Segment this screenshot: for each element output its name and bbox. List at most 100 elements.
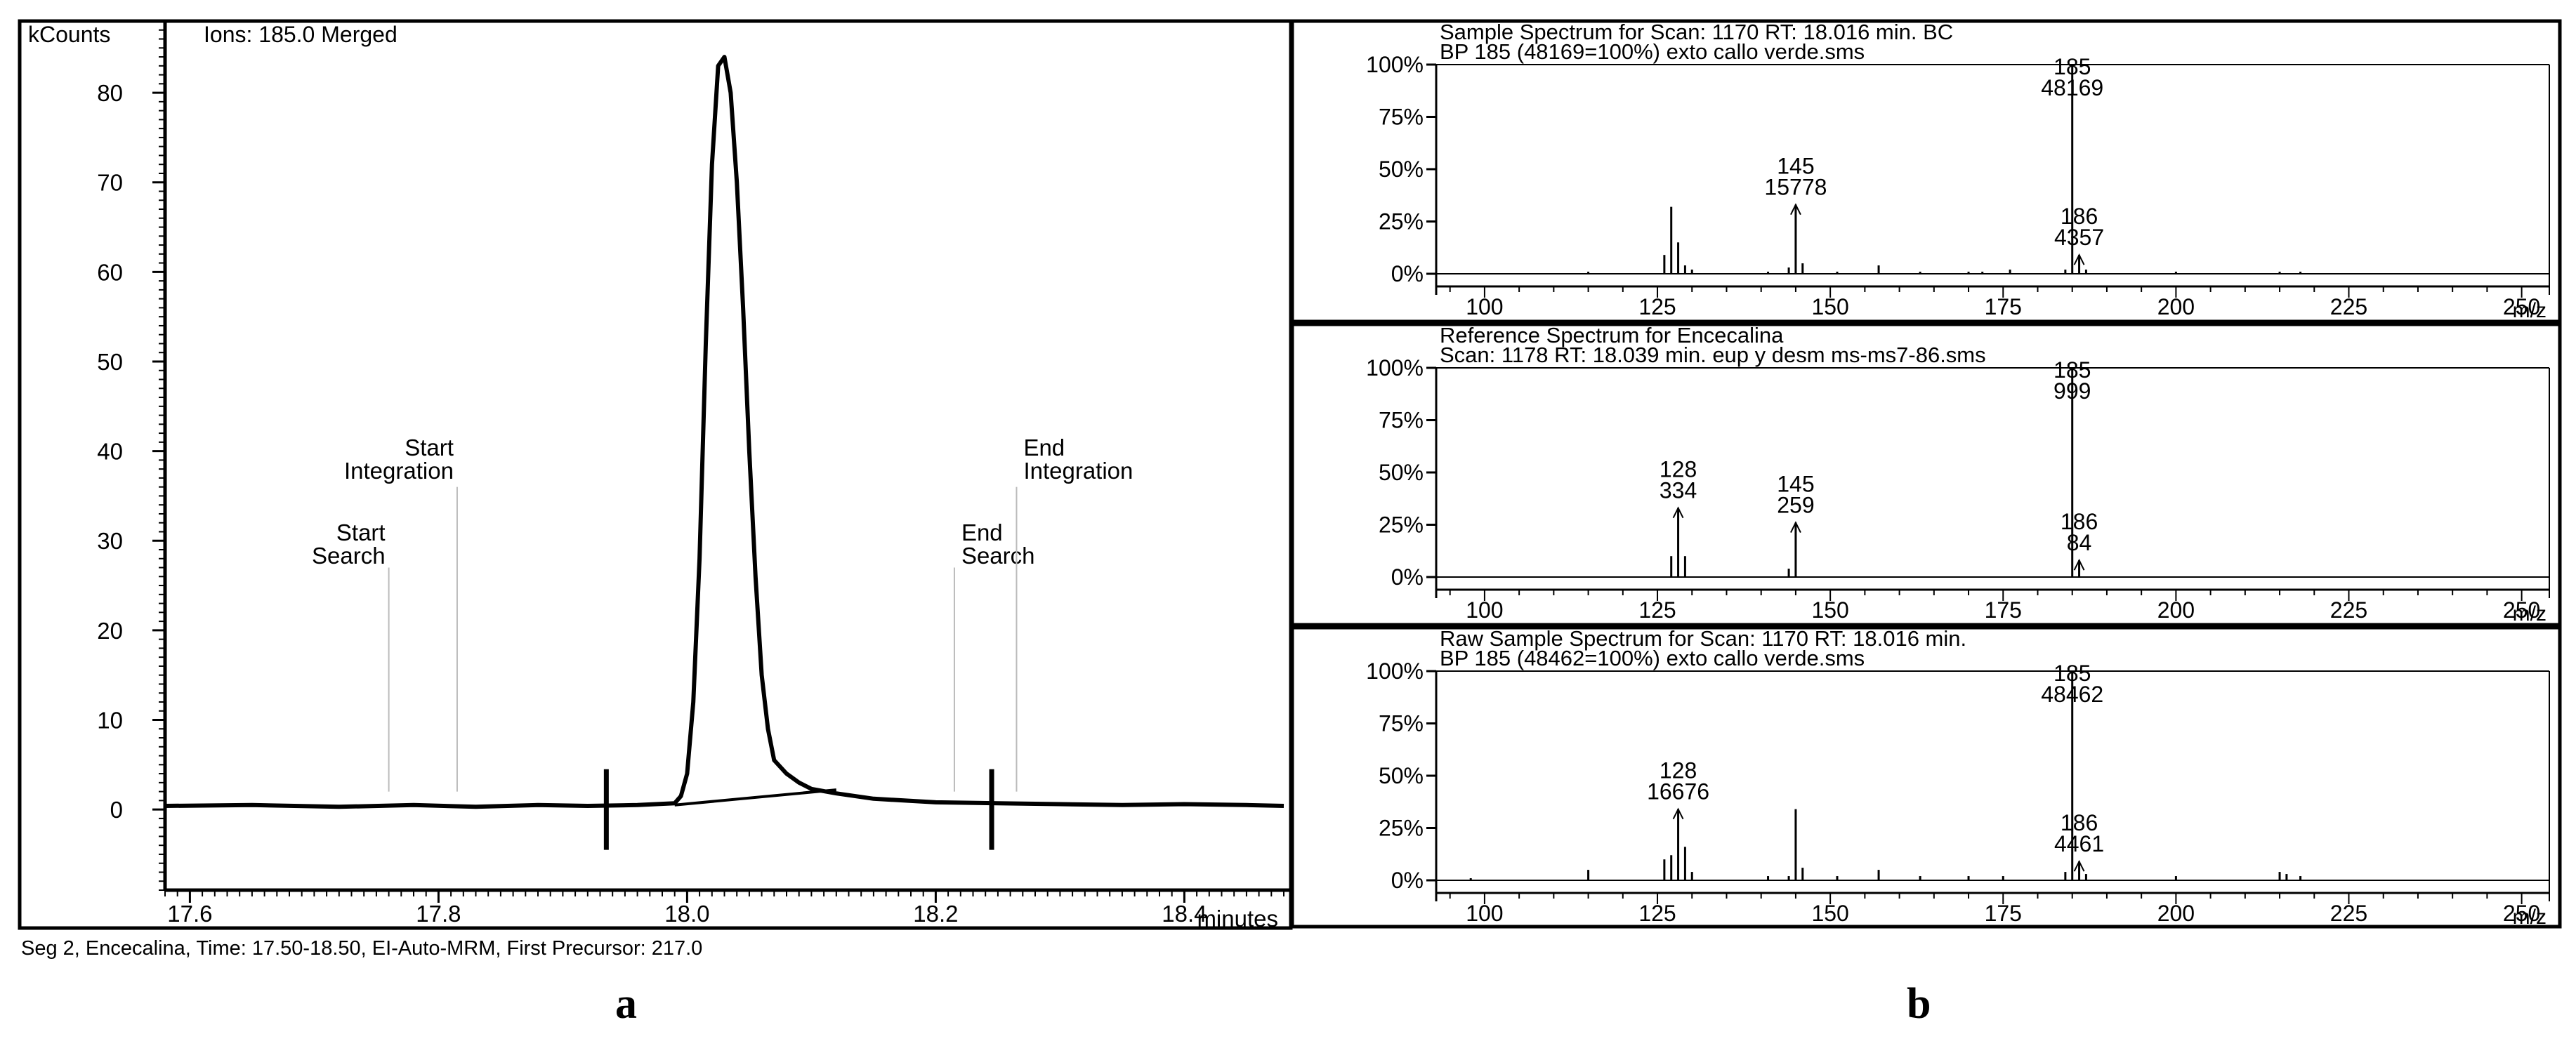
spectra-panel: Sample Spectrum for Scan: 1170 RT: 18.01… <box>1290 19 2562 929</box>
peak-mz-label: 128 <box>1660 758 1697 783</box>
x-tick-label: 175 <box>1985 901 2022 926</box>
x-axis-title: m/z <box>2513 602 2547 625</box>
event-marker-label: Integration <box>1023 458 1133 484</box>
peak-abundance-label: 48169 <box>2041 75 2103 100</box>
y-tick-label: 25% <box>1379 816 1424 841</box>
peak-arrow <box>1672 807 1684 820</box>
peak-mz-label: 185 <box>2053 54 2091 79</box>
peak-arrow <box>1790 203 1801 216</box>
peak-abundance-label: 999 <box>2053 378 2091 404</box>
x-tick-label: 200 <box>2157 901 2195 926</box>
x-tick-label: 100 <box>1466 901 1503 926</box>
x-tick-label: 18.4 <box>1162 901 1207 927</box>
y-tick-label: 80 <box>97 80 123 106</box>
peak-abundance-label: 334 <box>1660 478 1697 503</box>
y-tick-label: 50% <box>1379 763 1424 788</box>
y-tick-label: 100% <box>1366 52 1424 77</box>
y-tick-label: 75% <box>1379 105 1424 130</box>
y-tick-label: 50% <box>1379 157 1424 182</box>
x-tick-label: 17.8 <box>416 901 461 927</box>
peak-abundance-label: 4357 <box>2054 225 2104 250</box>
event-marker-label: End <box>961 519 1003 545</box>
event-marker-label: Search <box>312 543 386 569</box>
y-tick-label: 0% <box>1391 564 1424 590</box>
x-tick-label: 18.0 <box>664 901 709 927</box>
peak-abundance-label: 16676 <box>1647 779 1709 804</box>
peak-mz-label: 186 <box>2061 509 2098 534</box>
spectrum-subtitle: BP 185 (48169=100%) exto callo verde.sms <box>1440 39 1865 64</box>
event-marker-label: End <box>1023 435 1065 461</box>
x-tick-label: 100 <box>1466 597 1503 623</box>
spectrum-title: Raw Sample Spectrum for Scan: 1170 RT: 1… <box>1440 626 1966 651</box>
y-tick-label: 0% <box>1391 261 1424 286</box>
y-tick-label: 75% <box>1379 711 1424 736</box>
peak-mz-label: 186 <box>2061 810 2098 835</box>
peak-mz-label: 185 <box>2053 357 2091 383</box>
peak-abundance-label: 259 <box>1777 493 1814 518</box>
y-axis-title: kCounts <box>28 22 110 47</box>
peak-arrow <box>1790 521 1801 533</box>
x-tick-label: 150 <box>1811 294 1848 319</box>
x-tick-label: 150 <box>1811 597 1848 623</box>
x-tick-label: 250 <box>2503 597 2540 623</box>
x-tick-label: 225 <box>2330 294 2367 319</box>
x-tick-label: 125 <box>1638 597 1676 623</box>
x-tick-label: 200 <box>2157 294 2195 319</box>
x-tick-label: 200 <box>2157 597 2195 623</box>
event-marker-label: Start <box>405 435 454 461</box>
spectrum-plot: Sample Spectrum for Scan: 1170 RT: 18.01… <box>1290 19 2562 324</box>
x-tick-label: 225 <box>2330 901 2367 926</box>
x-tick-label: 100 <box>1466 294 1503 319</box>
y-tick-label: 50 <box>97 349 123 375</box>
chart-title: Ions: 185.0 Merged <box>204 22 397 47</box>
peak-abundance-label: 4461 <box>2054 831 2104 856</box>
peak-baseline <box>674 788 836 807</box>
y-tick-label: 25% <box>1379 209 1424 234</box>
y-tick-label: 10 <box>97 708 123 734</box>
peak-abundance-label: 48462 <box>2041 682 2103 707</box>
spectrum-frame <box>1290 19 2562 324</box>
y-tick-label: 100% <box>1366 658 1424 684</box>
spectrum-title: Reference Spectrum for Encecalina <box>1440 323 1784 347</box>
y-tick-label: 100% <box>1366 355 1424 380</box>
peak-abundance-label: 84 <box>2067 530 2092 555</box>
peak-mz-label: 145 <box>1777 154 1814 179</box>
x-tick-label: 17.6 <box>167 901 212 927</box>
panel-label-a: a <box>615 980 637 1028</box>
y-tick-label: 20 <box>97 618 123 644</box>
y-tick-label: 60 <box>97 259 123 285</box>
x-axis-title: m/z <box>2513 299 2547 322</box>
event-marker-label: Start <box>336 519 386 545</box>
spectrum-frame <box>1290 322 2562 627</box>
event-marker-label: Search <box>961 543 1035 569</box>
x-tick-label: 175 <box>1985 294 2022 319</box>
panel-label-b: b <box>1907 980 1931 1028</box>
x-tick-label: 150 <box>1811 901 1848 926</box>
spectrum-title: Sample Spectrum for Scan: 1170 RT: 18.01… <box>1440 20 1953 44</box>
chromatogram-trace <box>164 55 1284 809</box>
y-tick-label: 70 <box>97 170 123 196</box>
peak-mz-label: 128 <box>1660 457 1697 482</box>
footer-caption: Seg 2, Encecalina, Time: 17.50-18.50, EI… <box>21 937 703 960</box>
peak-arrow <box>2073 859 2085 872</box>
chromatogram-panel: 0 10 20 30 40 50 60 70 80 17.6 17.8 18.0 18.2 18.4 kCo… <box>18 19 1293 932</box>
event-marker-label: Integration <box>344 458 454 484</box>
x-tick-label: 125 <box>1638 294 1676 319</box>
x-tick-label: 18.2 <box>913 901 958 927</box>
x-tick-label: 125 <box>1638 901 1676 926</box>
peak-mz-label: 186 <box>2061 204 2098 229</box>
y-tick-label: 75% <box>1379 408 1424 433</box>
peak-arrow <box>2073 253 2085 265</box>
y-tick-label: 25% <box>1379 512 1424 538</box>
spectrum-plot: Raw Sample Spectrum for Scan: 1170 RT: 1… <box>1290 625 2562 929</box>
y-tick-label: 40 <box>97 439 123 465</box>
spectrum-subtitle: Scan: 1178 RT: 18.039 min. eup y desm ms… <box>1440 343 1986 367</box>
x-tick-label: 175 <box>1985 597 2022 623</box>
spectrum-subtitle: BP 185 (48462=100%) exto callo verde.sms <box>1440 646 1865 670</box>
spectrum-frame <box>1290 625 2562 929</box>
peak-arrow <box>2073 558 2085 571</box>
peak-arrow <box>1672 506 1684 519</box>
x-tick-label: 225 <box>2330 597 2367 623</box>
x-tick-label: 250 <box>2503 901 2540 926</box>
